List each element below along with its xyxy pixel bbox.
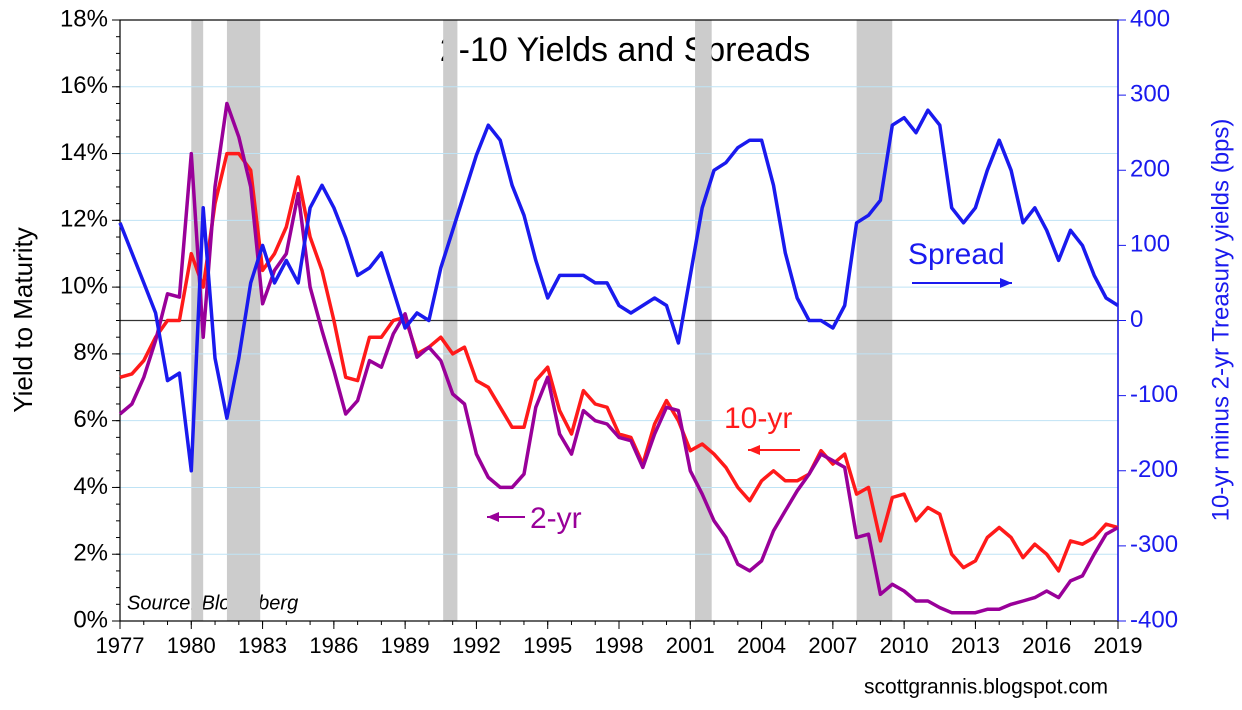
x-tick-label: 1983	[238, 633, 287, 658]
y-tick-label: 6%	[73, 406, 108, 433]
y-tick-label: 12%	[60, 206, 108, 233]
x-tick-label: 2001	[666, 633, 715, 658]
y-tick-label: 16%	[60, 72, 108, 99]
y2-tick-label: -200	[1130, 456, 1178, 483]
series-label: 10-yr	[724, 402, 792, 435]
x-tick-label: 1980	[167, 633, 216, 658]
x-tick-label: 1977	[96, 633, 145, 658]
series-line	[118, 101, 1119, 615]
y2-tick-label: -100	[1130, 381, 1178, 408]
x-tick-label: 2010	[880, 633, 929, 658]
y-tick-label: 14%	[60, 139, 108, 166]
y2-tick-label: 0	[1130, 306, 1143, 333]
x-tick-label: 2004	[737, 633, 786, 658]
x-tick-label: 2019	[1094, 633, 1143, 658]
y-tick-label: 18%	[60, 5, 108, 32]
series-line	[119, 151, 1119, 573]
label-arrowhead	[487, 512, 499, 522]
series-label: Spread	[908, 238, 1005, 271]
y-tick-label: 8%	[73, 339, 108, 366]
credit: scottgrannis.blogspot.com	[864, 676, 1108, 699]
y2-tick-label: 400	[1130, 5, 1170, 32]
label-arrowhead	[748, 445, 760, 455]
y2-tick-label: -400	[1130, 606, 1178, 633]
x-tick-label: 1986	[309, 633, 358, 658]
chart-title: 2-10 Yields and Spreads	[440, 31, 810, 69]
x-tick-label: 2013	[951, 633, 1000, 658]
y-tick-label: 10%	[60, 272, 108, 299]
x-tick-label: 1998	[595, 633, 644, 658]
y2-tick-label: 100	[1130, 231, 1170, 258]
y-axis-title: Yield to Maturity	[8, 227, 38, 412]
series-label: 2-yr	[530, 502, 582, 535]
x-tick-label: 1995	[523, 633, 572, 658]
x-tick-label: 1992	[452, 633, 501, 658]
y-tick-label: 4%	[73, 473, 108, 500]
x-tick-label: 2007	[808, 633, 857, 658]
y2-tick-label: -300	[1130, 531, 1178, 558]
source-note: Source: Bloomberg	[127, 592, 298, 614]
series-line	[118, 108, 1119, 473]
label-arrowhead	[1000, 278, 1012, 288]
y2-axis-title: 10-yr minus 2-yr Treasury yields (bps)	[1207, 119, 1234, 522]
y-tick-label: 0%	[73, 606, 108, 633]
x-tick-label: 1989	[381, 633, 430, 658]
x-tick-label: 2016	[1022, 633, 1071, 658]
y-tick-label: 2%	[73, 540, 108, 567]
y2-tick-label: 200	[1130, 156, 1170, 183]
y2-tick-label: 300	[1130, 80, 1170, 107]
